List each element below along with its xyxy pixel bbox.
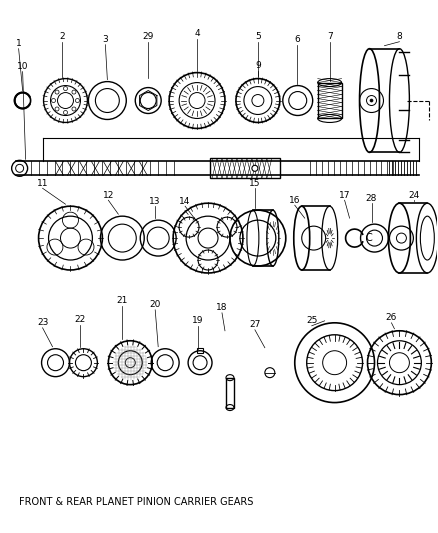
Text: 19: 19	[192, 316, 204, 325]
Text: 29: 29	[142, 32, 154, 41]
Circle shape	[252, 165, 258, 171]
Text: 16: 16	[289, 196, 300, 205]
Text: 5: 5	[255, 32, 261, 41]
Text: 15: 15	[249, 179, 261, 188]
Text: 11: 11	[37, 179, 48, 188]
Text: 4: 4	[194, 29, 200, 38]
Text: 21: 21	[117, 296, 128, 305]
Text: 1: 1	[16, 39, 21, 48]
Text: 20: 20	[149, 301, 161, 309]
Text: 27: 27	[249, 320, 261, 329]
Text: 23: 23	[37, 318, 48, 327]
Text: 2: 2	[60, 32, 65, 41]
Text: 22: 22	[75, 316, 86, 324]
Text: 17: 17	[339, 191, 350, 200]
Text: 12: 12	[102, 191, 114, 200]
Text: 9: 9	[255, 61, 261, 70]
Text: 28: 28	[366, 193, 377, 203]
Text: FRONT & REAR PLANET PINION CARRIER GEARS: FRONT & REAR PLANET PINION CARRIER GEARS	[19, 497, 253, 507]
Text: 13: 13	[149, 197, 161, 206]
Text: 3: 3	[102, 35, 108, 44]
Text: 8: 8	[396, 32, 402, 41]
Text: C: C	[365, 233, 372, 243]
Text: 14: 14	[180, 197, 191, 206]
Bar	[197, 348, 203, 353]
Text: 10: 10	[17, 62, 28, 71]
Bar	[210, 158, 280, 178]
Text: 24: 24	[409, 191, 420, 200]
Bar	[318, 83, 342, 118]
Text: 7: 7	[327, 32, 332, 41]
Bar	[226, 378, 234, 408]
Text: 6: 6	[294, 35, 300, 44]
Circle shape	[370, 99, 373, 102]
Text: 18: 18	[216, 303, 228, 312]
Text: 26: 26	[386, 313, 397, 322]
Text: 25: 25	[306, 316, 318, 325]
